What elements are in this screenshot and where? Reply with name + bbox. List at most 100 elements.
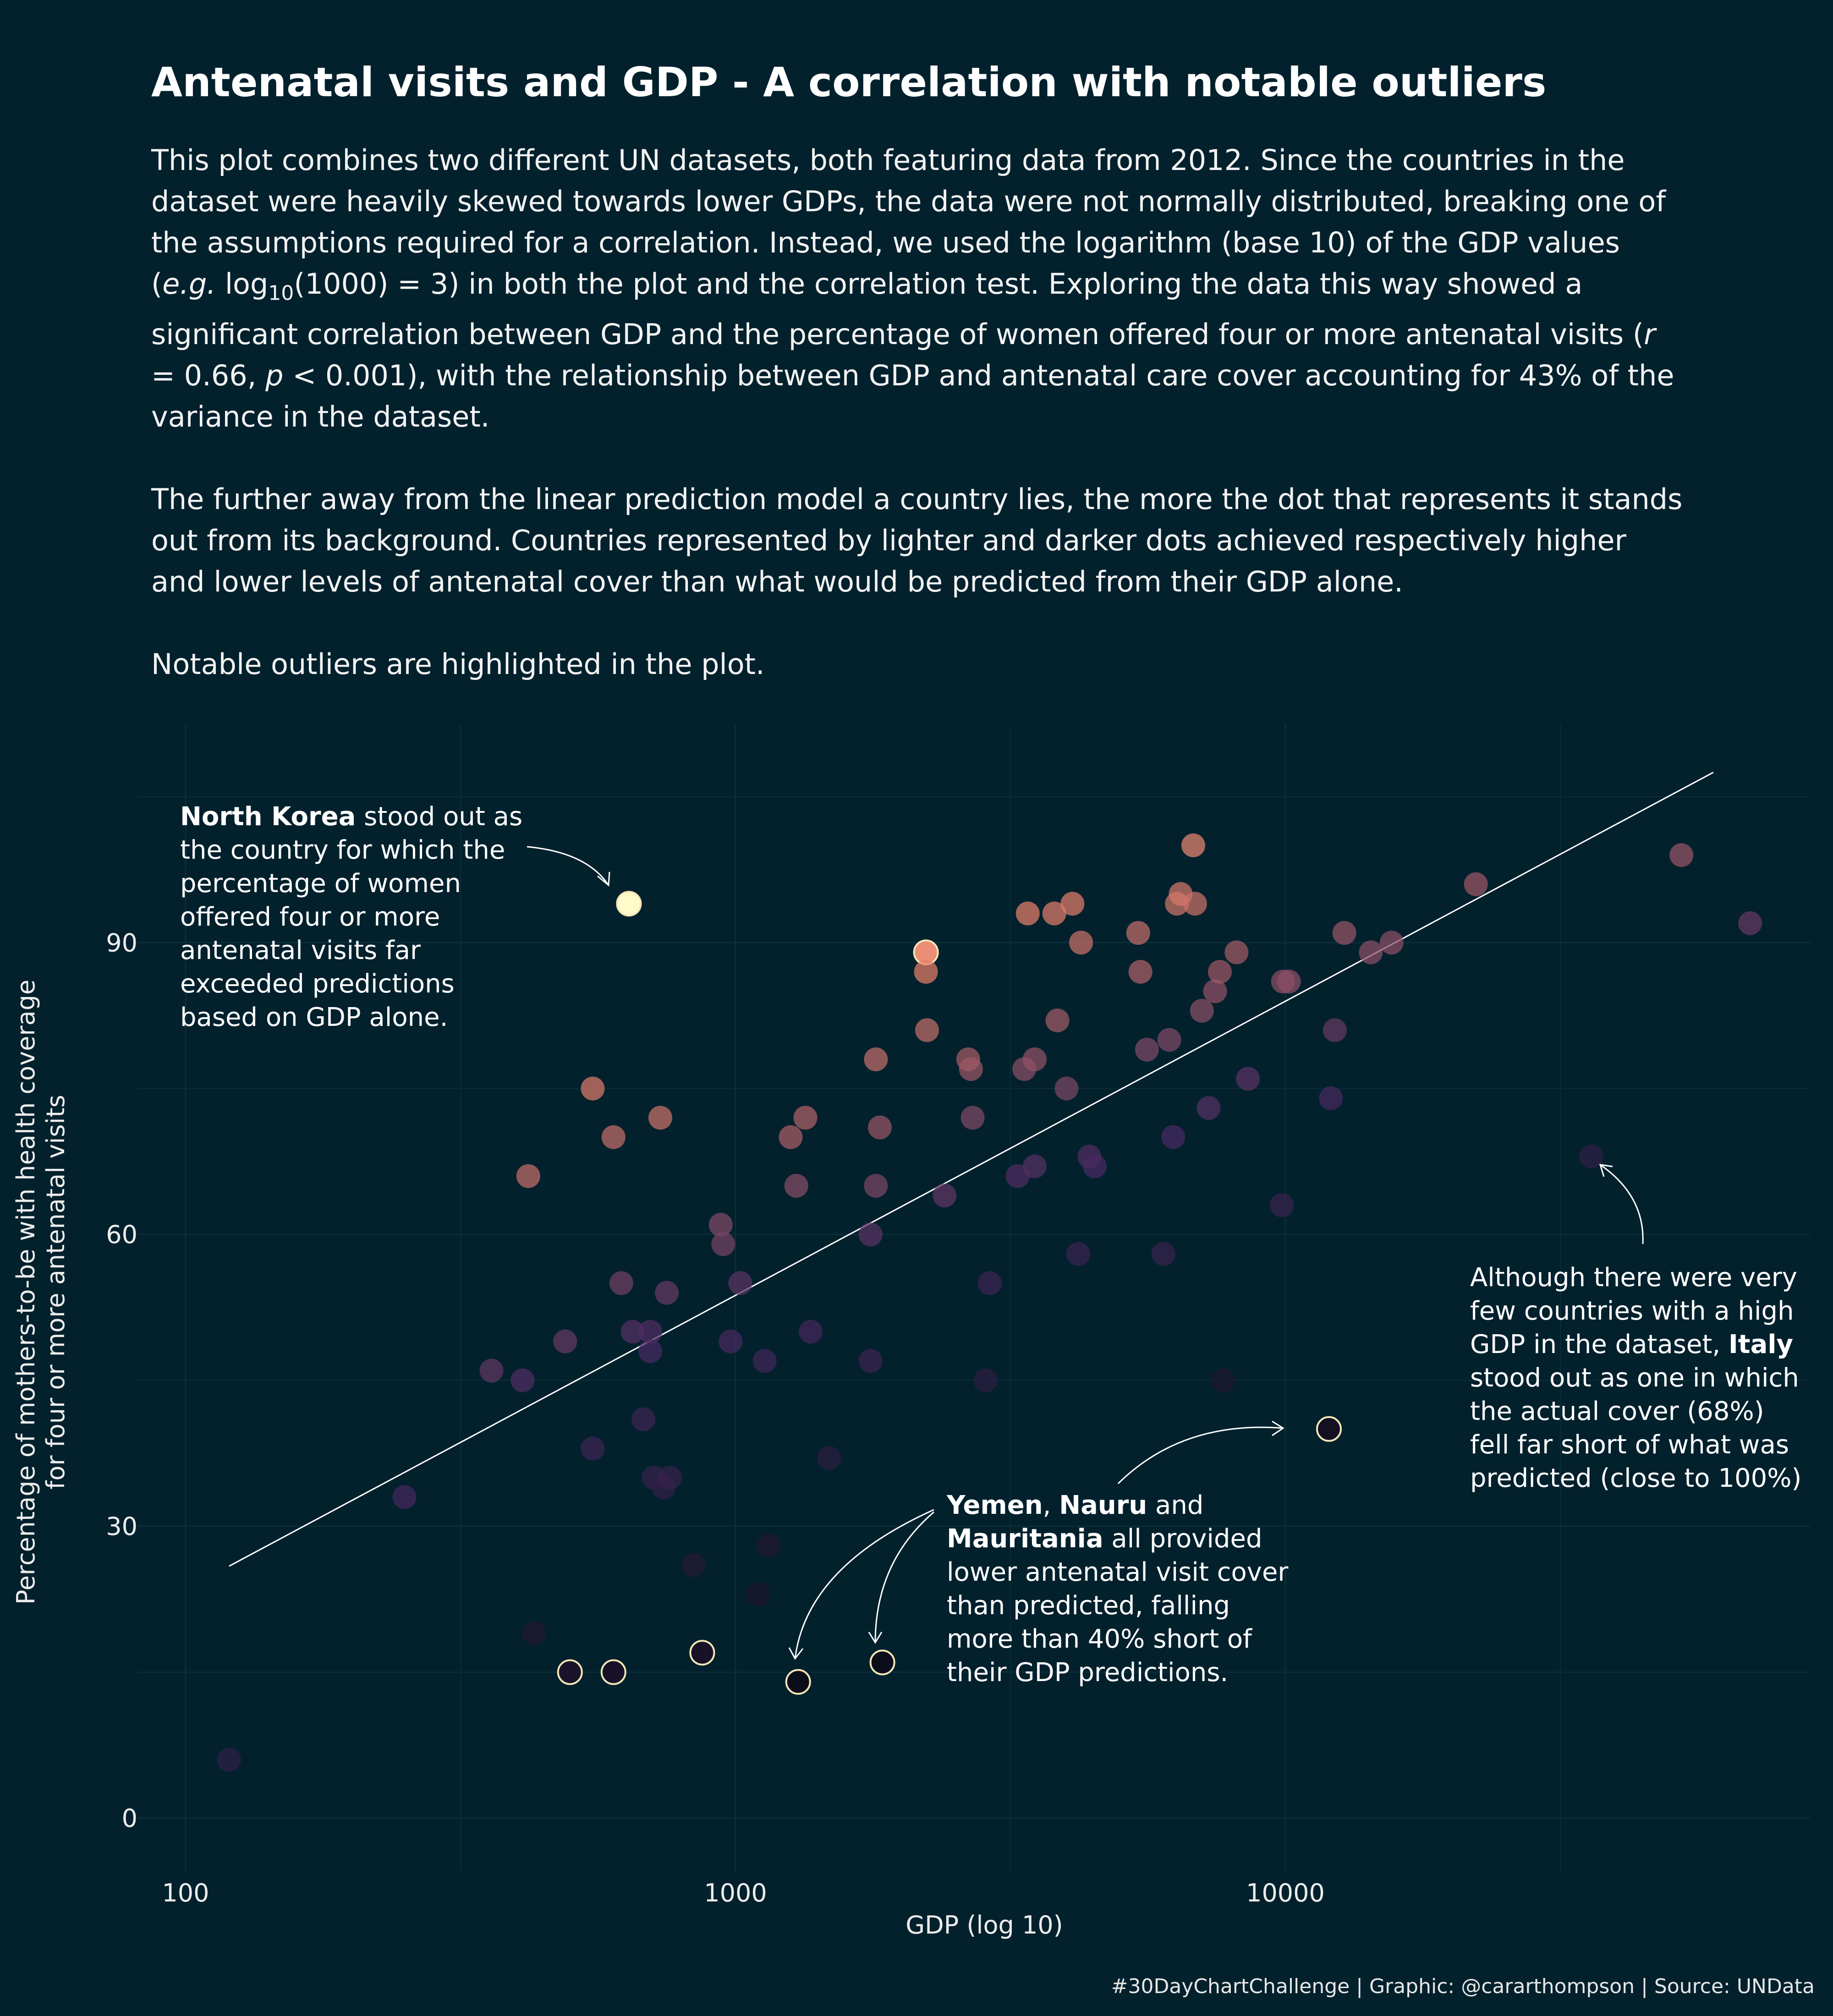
data-point [217, 1748, 241, 1772]
mauritania-arrowhead [1272, 1420, 1284, 1436]
regression-layer [229, 772, 1714, 1567]
italy-annotation: Although there were very few countries w… [1470, 1263, 1802, 1493]
data-point [708, 1212, 733, 1237]
data-point [1203, 979, 1227, 1003]
yemen-nauru-mauritania-annotation: Yemen, Nauru and Mauritania all provided… [947, 1490, 1289, 1687]
data-point [601, 1125, 626, 1149]
data-point [1181, 833, 1206, 857]
data-point [1359, 940, 1383, 964]
italy-arrowhead [1599, 1164, 1613, 1177]
data-point [711, 1232, 735, 1256]
italy-arrow [1600, 1164, 1644, 1244]
yemen-arrow [794, 1509, 934, 1659]
data-point [1082, 1154, 1107, 1178]
chart-subtitle: This plot combines two different UN data… [151, 140, 1686, 685]
data-point [793, 1106, 818, 1130]
data-point [1022, 1047, 1047, 1072]
ticks-layer: 0 30 60 90 100 1000 10000 [106, 928, 1325, 1907]
data-point [609, 1271, 633, 1295]
data-point [864, 1047, 888, 1072]
arrows-layer [527, 846, 1644, 1660]
north-korea-arrowhead [597, 871, 610, 887]
data-point [1128, 959, 1152, 984]
subtitle-paragraph-1: This plot combines two different UN data… [151, 143, 1674, 434]
data-point [581, 1436, 605, 1461]
north-korea-annotation: North Korea stood out as the country for… [180, 802, 523, 1032]
data-point [1126, 921, 1150, 945]
y-tick-label: 60 [106, 1220, 137, 1249]
data-point [973, 1368, 998, 1392]
data-point [553, 1329, 577, 1353]
data-point [1151, 1242, 1175, 1266]
data-point [1069, 931, 1093, 955]
data-point [1054, 1076, 1079, 1101]
data-point [752, 1349, 777, 1373]
data-point [785, 1669, 811, 1695]
data-point [1579, 1145, 1603, 1169]
nauru-arrow [874, 1511, 934, 1643]
x-tick-label: 1000 [704, 1879, 767, 1907]
data-point [648, 1106, 672, 1130]
data-point [719, 1329, 743, 1353]
data-point [1379, 931, 1404, 955]
yemen-arrowhead [788, 1647, 804, 1660]
data-point [1183, 892, 1207, 916]
data-point [1738, 911, 1762, 935]
data-point [631, 1407, 656, 1431]
data-point [581, 1076, 605, 1101]
data-point [1196, 1096, 1221, 1120]
y-tick-label: 30 [106, 1512, 137, 1541]
data-point [867, 1115, 892, 1139]
caption: #30DayChartChallenge | Graphic: @cararth… [1111, 1975, 1815, 1998]
y-tick-label: 90 [106, 928, 137, 957]
subtitle-paragraph-3: Notable outliers are highlighted in the … [151, 647, 765, 681]
data-point [658, 1465, 682, 1490]
data-point [510, 1368, 535, 1392]
data-point [1161, 1125, 1185, 1149]
regression-line [229, 772, 1714, 1567]
data-point [858, 1349, 883, 1373]
data-point [638, 1320, 663, 1344]
data-point [1207, 959, 1232, 984]
data-point [516, 1164, 540, 1188]
data-point [1464, 872, 1488, 896]
data-point [933, 1183, 957, 1208]
data-point [1060, 892, 1085, 916]
x-tick-label: 10000 [1246, 1879, 1325, 1907]
data-point [1022, 1154, 1047, 1178]
data-point [557, 1659, 583, 1685]
data-point [1332, 921, 1356, 945]
chart-title: Antenatal visits and GDP - A correlation… [151, 59, 1547, 106]
data-point [600, 1659, 626, 1685]
data-point [757, 1534, 781, 1558]
y-tick-label: 0 [122, 1804, 137, 1833]
data-point [858, 1222, 883, 1247]
data-point [914, 959, 938, 984]
data-point [864, 1174, 888, 1198]
dots-layer [217, 833, 1762, 1772]
data-point [1211, 1368, 1235, 1392]
data-point [746, 1582, 770, 1606]
north-korea-arrow [527, 846, 609, 886]
y-axis-title-line2: for four or more antenatal visits [41, 1095, 70, 1489]
y-axis-title-line1: Percentage of mothers-to-be with health … [11, 980, 40, 1605]
data-point [1319, 1086, 1343, 1110]
subtitle-paragraph-2: The further away from the linear predict… [151, 482, 1683, 599]
mauritania-arrow [1117, 1426, 1284, 1485]
data-point [689, 1640, 715, 1666]
x-tick-label: 100 [162, 1879, 209, 1907]
data-point [960, 1106, 985, 1130]
data-point [1277, 970, 1301, 994]
data-point [1316, 1416, 1342, 1442]
data-point [1135, 1037, 1159, 1062]
data-point [779, 1125, 803, 1149]
data-point [1270, 1193, 1294, 1217]
data-point [616, 891, 642, 917]
grid-layer [137, 724, 1810, 1872]
data-point [1045, 1008, 1070, 1033]
data-point [1323, 1018, 1347, 1042]
data-point [1066, 1242, 1090, 1266]
data-point [1236, 1067, 1260, 1091]
x-axis-title: GDP (log 10) [906, 1911, 1063, 1939]
